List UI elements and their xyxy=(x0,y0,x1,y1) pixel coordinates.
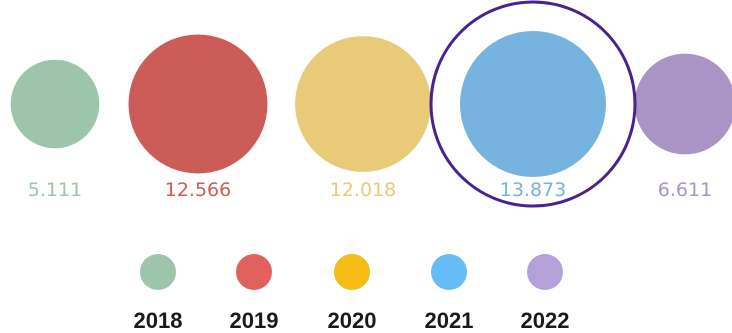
legend-dot-2022 xyxy=(527,254,563,290)
legend-label-2021: 2021 xyxy=(425,308,474,333)
bubble-2019 xyxy=(128,34,268,174)
legend-dot-2020 xyxy=(334,254,370,290)
legend-label-2022: 2022 xyxy=(521,308,570,333)
value-label-2022: 6.611 xyxy=(658,179,712,201)
highlight-ring xyxy=(429,0,637,208)
value-label-2021: 13.873 xyxy=(500,179,566,201)
bubble-2018 xyxy=(10,59,100,149)
value-label-2019: 12.566 xyxy=(165,179,231,201)
legend-label-2019: 2019 xyxy=(230,308,279,333)
bubble-2021 xyxy=(460,31,606,177)
value-label-2020: 12.018 xyxy=(330,179,396,201)
bubble-2022 xyxy=(634,53,732,155)
legend-dot-2021 xyxy=(431,254,467,290)
legend-label-2020: 2020 xyxy=(328,308,377,333)
bubble-2020 xyxy=(295,36,431,172)
value-label-2018: 5.111 xyxy=(28,179,82,201)
legend-dot-2018 xyxy=(140,254,176,290)
legend-dot-2019 xyxy=(236,254,272,290)
legend-label-2018: 2018 xyxy=(134,308,183,333)
